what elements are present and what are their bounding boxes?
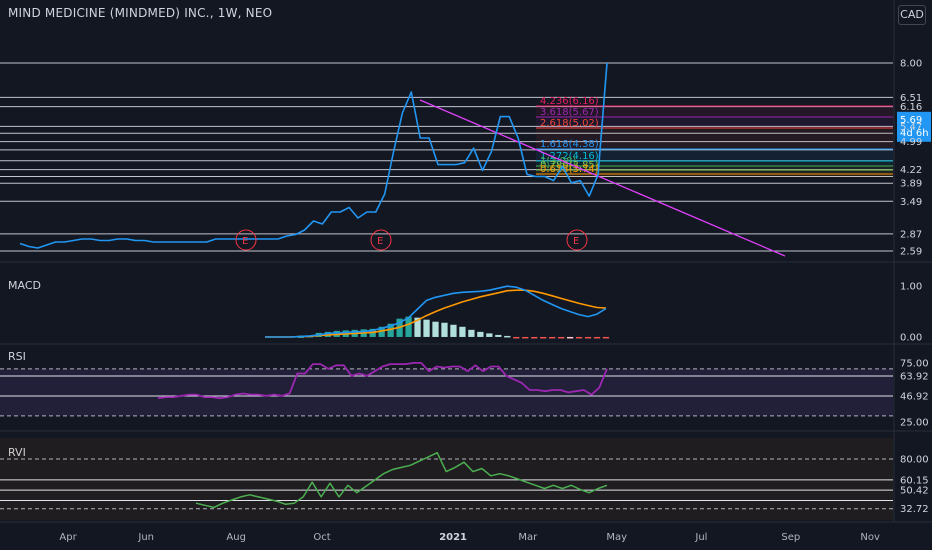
time-axis-label: Mar (518, 532, 538, 543)
price-tick-label: 5.47 (900, 122, 922, 133)
macd-tick-label: 1.00 (900, 282, 922, 293)
price-tick-label: 4.99 (900, 137, 922, 148)
price-tick-label: 2.59 (900, 247, 922, 258)
fib-level-fill (536, 161, 893, 166)
macd-pane-label: MACD (8, 279, 41, 292)
macd-histogram-bar (450, 324, 457, 337)
time-axis-label: 2021 (439, 532, 467, 543)
price-tick-label: 6.51 (900, 93, 922, 104)
earnings-marker-label: E (377, 236, 383, 247)
fib-level-label: 2.618(5.02) (540, 118, 599, 129)
fib-level-fill (536, 106, 893, 117)
rvi-band-fill (0, 438, 893, 520)
price-tick-label: 6.16 (900, 102, 922, 113)
last-price-tag (897, 111, 931, 142)
rvi-pane-label: RVI (8, 446, 26, 459)
macd-histogram-bar (459, 326, 466, 337)
macd-histogram-bar (414, 317, 421, 337)
fib-level-label: 0.618(3.74) (540, 164, 599, 175)
price-tick-label: 4.22 (900, 165, 922, 176)
fib-level-label: 1(3.98) (540, 156, 577, 167)
rvi-tick-label: 80.00 (900, 455, 929, 466)
macd-line (265, 285, 607, 338)
fib-level-fill (536, 166, 893, 170)
price-tick-label: 2.87 (900, 229, 922, 240)
macd-histogram-bar (513, 336, 520, 339)
rsi-line (157, 361, 608, 400)
fib-level-fill (536, 149, 893, 161)
rsi-pane-label: RSI (8, 350, 26, 363)
rsi-tick-label: 46.92 (900, 391, 929, 402)
fib-level-label: 1.272(4.16) (540, 151, 599, 162)
time-axis-label: Nov (860, 532, 880, 543)
time-axis-label: Jun (137, 532, 154, 543)
fib-level-fill (536, 170, 893, 174)
rvi-tick-label: 60.15 (900, 475, 929, 486)
macd-histogram-bar (441, 322, 448, 337)
time-axis-label: Oct (313, 532, 330, 543)
time-axis-label: Aug (226, 532, 246, 543)
descending-trendline (419, 99, 786, 257)
rsi-tick-label: 25.00 (900, 417, 929, 428)
macd-histogram-bar (504, 335, 511, 338)
macd-signal-line (265, 289, 607, 338)
macd-histogram-bar (602, 336, 610, 339)
time-axis-label: Jul (694, 532, 707, 543)
macd-histogram-bar (495, 334, 502, 337)
macd-histogram-bar (378, 326, 385, 337)
fib-level-label: 0.786(3.85) (540, 160, 599, 171)
currency-badge[interactable]: CAD (898, 5, 926, 25)
macd-tick-label: 0.00 (900, 332, 922, 343)
rvi-line (195, 451, 608, 509)
price-tick-label: 3.89 (900, 179, 922, 190)
last-price-label: 5.69 (900, 115, 922, 126)
macd-histogram-bar (549, 336, 556, 339)
fib-level-label: 1.618(4.38) (540, 139, 599, 150)
macd-histogram-bar (557, 336, 565, 339)
price-series-line (19, 62, 608, 249)
rsi-band-fill (0, 368, 893, 416)
rsi-tick-label: 75.00 (900, 358, 929, 369)
rsi-tick-label: 63.92 (900, 371, 929, 382)
macd-histogram-bar (531, 336, 538, 339)
bar-countdown-label: 4d 6h (900, 128, 929, 139)
time-axis-label: May (606, 532, 627, 543)
macd-histogram-bar (432, 321, 439, 337)
fib-level-label: 3.618(5.67) (540, 107, 599, 118)
fib-level-fill (536, 174, 893, 177)
fib-level-fill (536, 128, 893, 149)
fib-level-label: 4.236(6.16) (540, 96, 599, 107)
macd-histogram-bar (575, 336, 583, 339)
macd-histogram-bar (566, 336, 574, 339)
macd-histogram-bar (405, 316, 412, 337)
rvi-tick-label: 32.72 (900, 504, 929, 515)
time-axis-label: Sep (781, 532, 800, 543)
earnings-marker-label: E (242, 236, 248, 247)
macd-histogram-bar (387, 323, 394, 337)
price-tick-label: 3.49 (900, 197, 922, 208)
macd-histogram-bar (486, 333, 493, 337)
earnings-marker-icon (566, 229, 588, 251)
price-tick-label: 8.00 (900, 59, 922, 70)
macd-histogram-bar (468, 329, 475, 337)
macd-histogram-bar (593, 336, 601, 339)
macd-histogram-bar (423, 319, 430, 337)
chart-title: MIND MEDICINE (MINDMED) INC., 1W, NEO (8, 6, 273, 20)
rvi-tick-label: 50.42 (900, 486, 929, 497)
macd-histogram-bar (540, 336, 547, 339)
macd-histogram-bar (584, 336, 592, 339)
earnings-marker-icon (370, 229, 392, 251)
macd-histogram-bar (522, 336, 529, 339)
fib-level-fill (536, 117, 893, 128)
earnings-marker-label: E (573, 236, 579, 247)
time-axis-label: Apr (59, 532, 77, 543)
macd-histogram-bar (477, 331, 484, 337)
earnings-marker-icon (235, 229, 257, 251)
